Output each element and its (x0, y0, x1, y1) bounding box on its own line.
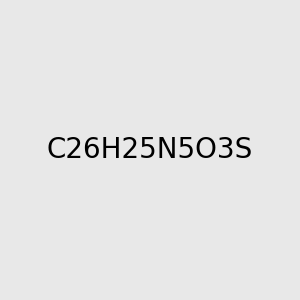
Text: C26H25N5O3S: C26H25N5O3S (47, 136, 253, 164)
